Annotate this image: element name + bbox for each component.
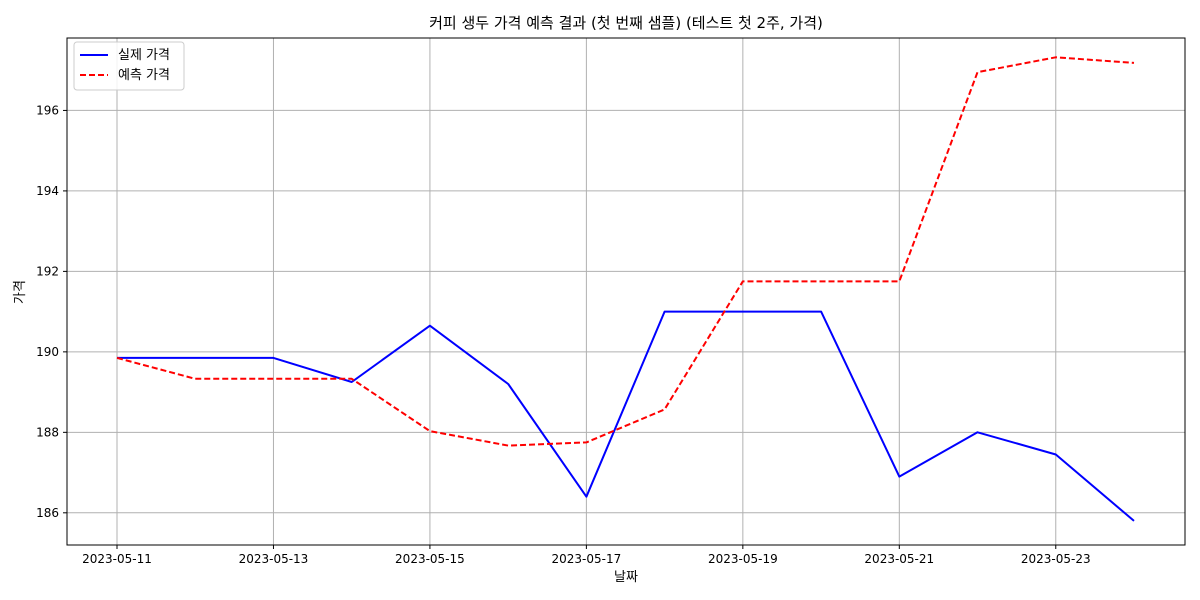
x-tick-label: 2023-05-15 bbox=[395, 552, 465, 566]
legend-label-predicted: 예측 가격 bbox=[118, 68, 170, 83]
y-tick-label: 196 bbox=[36, 103, 59, 117]
x-tick-label: 2023-05-21 bbox=[864, 552, 934, 566]
legend: 실제 가격 예측 가격 bbox=[73, 41, 185, 91]
x-tick-label: 2023-05-23 bbox=[1021, 552, 1091, 566]
grid bbox=[67, 38, 1185, 545]
y-tick-label: 194 bbox=[36, 184, 59, 198]
chart-title: 커피 생두 가격 예측 결과 (첫 번째 샘플) (테스트 첫 2주, 가격) bbox=[429, 14, 823, 32]
series-line-actual bbox=[117, 310, 1135, 522]
x-tick-label: 2023-05-11 bbox=[82, 552, 152, 566]
x-tick-label: 2023-05-19 bbox=[708, 552, 778, 566]
plot-frame bbox=[66, 37, 1186, 546]
y-tick-label: 192 bbox=[36, 264, 59, 278]
y-ticks: 186 188 190 192 194 196 bbox=[36, 103, 67, 520]
x-axis-label: 날짜 bbox=[614, 570, 638, 585]
series-layer bbox=[116, 56, 1135, 522]
x-tick-label: 2023-05-17 bbox=[552, 552, 622, 566]
x-ticks: 2023-05-11 2023-05-13 2023-05-15 2023-05-17… bbox=[82, 545, 1091, 566]
legend-label-actual: 실제 가격 bbox=[118, 48, 170, 63]
y-tick-label: 186 bbox=[36, 506, 59, 520]
y-tick-label: 190 bbox=[36, 345, 59, 359]
y-tick-label: 188 bbox=[36, 425, 59, 439]
x-tick-label: 2023-05-13 bbox=[239, 552, 309, 566]
y-axis-label: 가격 bbox=[13, 280, 28, 304]
series-line-predicted bbox=[116, 56, 1135, 447]
